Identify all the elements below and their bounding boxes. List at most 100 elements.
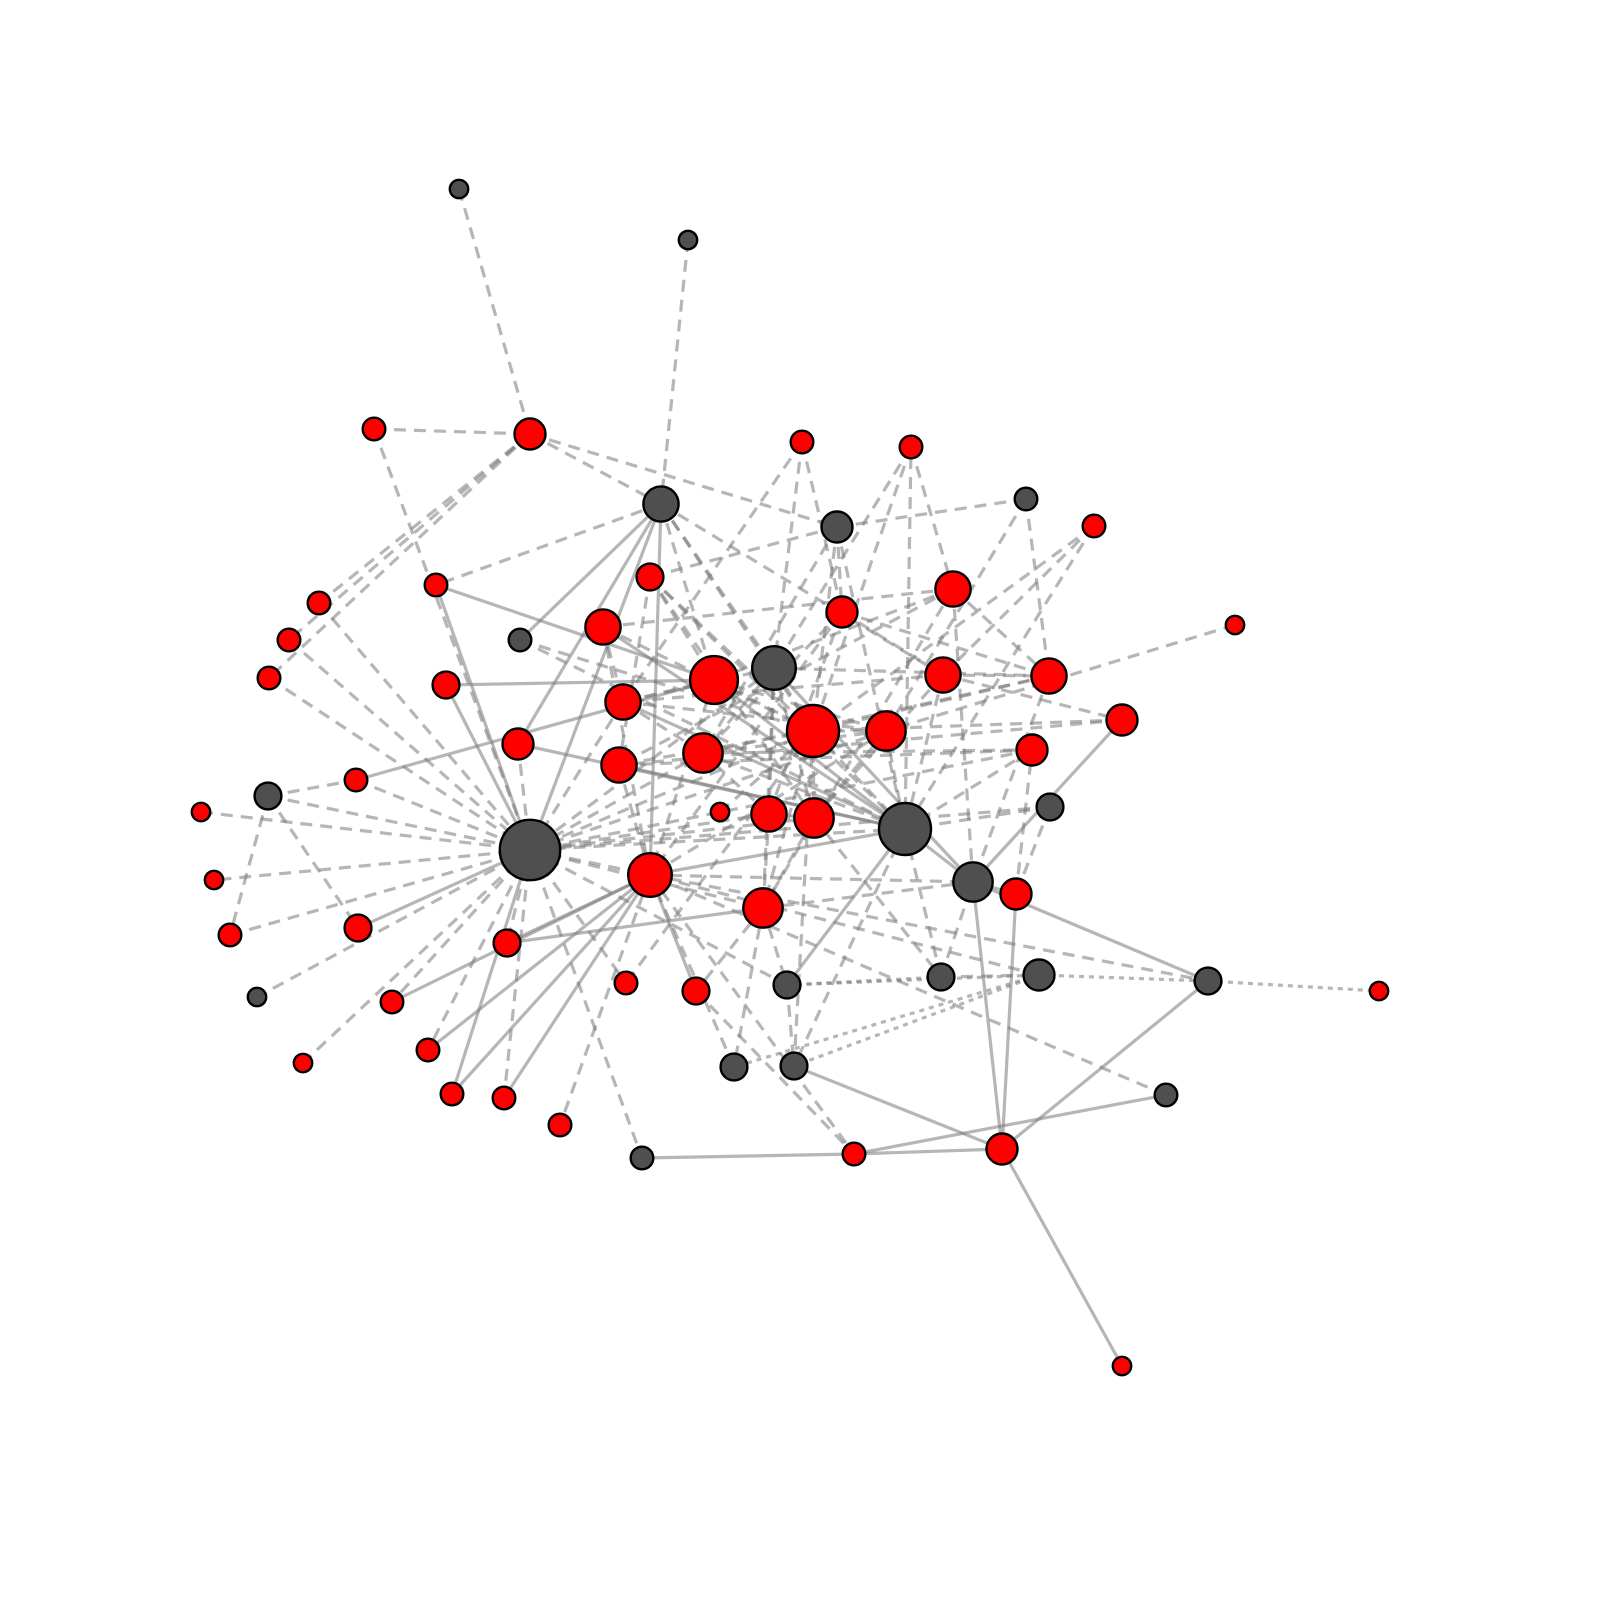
node-n68 <box>985 1132 1019 1166</box>
edge-n28-n33 <box>618 729 814 767</box>
edge-n34-n21 <box>355 678 715 782</box>
node-n43 <box>627 852 674 899</box>
node-n31 <box>682 732 724 774</box>
edge-n21-n25 <box>445 678 715 687</box>
edge-n07-n29 <box>884 498 1028 732</box>
edge-n47-n61 <box>732 907 765 1068</box>
node-n37 <box>190 801 212 823</box>
node-n64 <box>439 1081 465 1107</box>
node-n45 <box>952 861 994 903</box>
node-n58 <box>246 986 268 1008</box>
node-n51 <box>926 962 956 992</box>
edge-n21-n26 <box>622 678 715 704</box>
node-n14 <box>306 590 332 616</box>
edge-n06-n13 <box>909 446 955 590</box>
edge-n42-n64 <box>450 849 532 1095</box>
node-layer <box>190 178 1390 1377</box>
edge-n12-n28 <box>648 575 815 733</box>
edge-n22-n40 <box>812 673 945 820</box>
edge-n43-n64 <box>450 873 652 1096</box>
node-n30 <box>501 727 535 761</box>
edge-n41-n62 <box>792 828 907 1067</box>
edge-n43-n60 <box>427 873 651 1052</box>
edge-n05-n20 <box>772 441 804 669</box>
edge-n43-n45 <box>649 873 974 884</box>
edge-layer <box>200 188 1380 1367</box>
edge-n03-n04 <box>373 427 531 436</box>
edge-n49-n42 <box>229 848 531 937</box>
edge-n42-n44 <box>213 848 531 882</box>
edge-n21-n29 <box>713 678 887 733</box>
edge-n69-n70 <box>641 1152 855 1160</box>
node-n54 <box>772 970 802 1000</box>
edge-n17-n13 <box>602 587 954 629</box>
edge-n06-n28 <box>811 446 913 732</box>
edge-n35-n34 <box>267 778 357 798</box>
edge-n09-n31 <box>701 526 839 754</box>
edge-n04-n08 <box>529 432 662 506</box>
edge-n46-n32 <box>1014 749 1034 895</box>
node-n22 <box>924 656 962 694</box>
edge-n15-n31 <box>701 610 844 755</box>
node-n20 <box>751 645 798 692</box>
node-n67 <box>547 1112 573 1138</box>
edge-n42-n60 <box>426 849 532 1051</box>
edge-n41-n43 <box>649 827 906 877</box>
edge-n19-n28 <box>519 638 814 733</box>
node-n66 <box>491 1085 517 1111</box>
node-n35 <box>253 781 283 811</box>
edge-n41-n42 <box>529 827 906 852</box>
edge-n39-n47 <box>761 813 771 909</box>
edge-n12-n33 <box>617 576 652 766</box>
edge-n52-n61 <box>733 973 1040 1069</box>
node-n26 <box>604 683 642 721</box>
node-n01 <box>448 178 470 200</box>
node-n16 <box>1224 614 1246 636</box>
node-n36 <box>1035 792 1065 822</box>
node-n62 <box>779 1051 809 1081</box>
edge-n52-n55 <box>1038 973 1209 983</box>
edge-n47-n50 <box>506 906 764 945</box>
node-n71 <box>1111 1355 1133 1377</box>
node-n61 <box>719 1052 749 1082</box>
node-n29 <box>865 710 907 752</box>
node-n32 <box>1015 733 1049 767</box>
edge-n37-n42 <box>200 810 531 852</box>
edge-n40-n12 <box>648 576 816 819</box>
node-n38 <box>709 801 731 823</box>
edge-n09-n12 <box>649 525 838 579</box>
node-n12 <box>635 562 665 592</box>
edge-n36-n46 <box>1014 806 1052 895</box>
node-n27 <box>1105 703 1139 737</box>
node-n41 <box>877 801 933 857</box>
node-n52 <box>1022 958 1056 992</box>
edge-n22-n27 <box>942 673 1123 722</box>
edge-n36-n42 <box>529 805 1051 852</box>
node-n03 <box>361 416 387 442</box>
node-n07 <box>1013 486 1039 512</box>
node-n13 <box>934 570 972 608</box>
edge-n08-n43 <box>648 503 663 876</box>
edge-n31-n41 <box>702 751 906 831</box>
edge-n43-n69 <box>648 874 856 1155</box>
node-n34 <box>343 767 369 793</box>
edge-n43-n59 <box>391 873 651 1004</box>
node-n46 <box>999 877 1033 911</box>
edge-n11-n21 <box>435 583 715 682</box>
node-n10 <box>1081 513 1107 539</box>
edge-n04-n24 <box>267 432 532 680</box>
node-n44 <box>203 869 225 891</box>
edge-n42-n70 <box>528 849 644 1159</box>
edge-n26-n31 <box>622 700 704 755</box>
edge-n15-n23 <box>841 610 1050 678</box>
edge-n41-n54 <box>785 828 907 986</box>
edge-n43-n67 <box>558 874 652 1126</box>
edge-n23-n45 <box>971 675 1051 883</box>
edge-n56-n69 <box>694 989 856 1156</box>
edge-n01-n04 <box>457 188 532 435</box>
edge-n13-n45 <box>951 588 975 883</box>
edge-n42-n48 <box>357 848 531 930</box>
node-n49 <box>217 922 243 948</box>
node-n70 <box>629 1145 655 1171</box>
